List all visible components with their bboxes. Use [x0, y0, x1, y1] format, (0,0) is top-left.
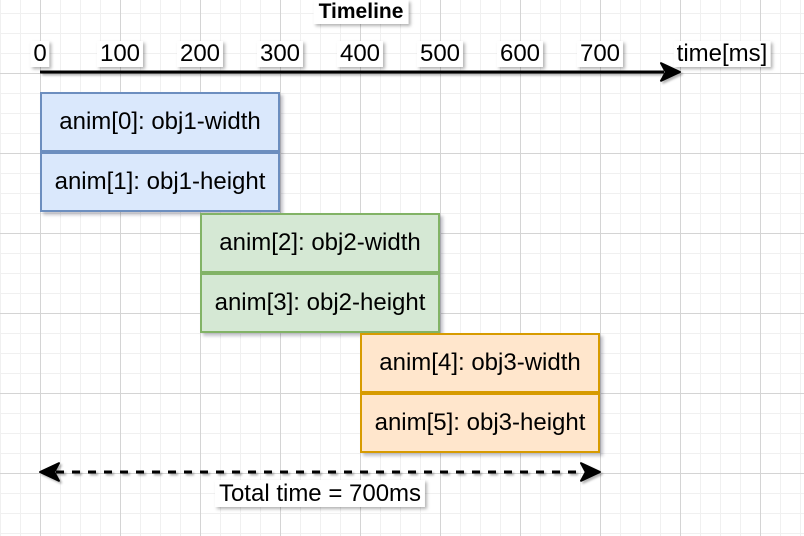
bar-anim-4-label: anim[4]: obj3-width	[379, 349, 581, 376]
bar-anim-2[interactable]: anim[2]: obj2-width	[200, 213, 440, 273]
total-time-left-arrowhead-icon	[39, 462, 60, 482]
bar-anim-0[interactable]: anim[0]: obj1-width	[40, 92, 280, 152]
axis-tick-400: 400	[336, 41, 384, 67]
axis-unit-label: time[ms]	[673, 41, 771, 67]
axis-tick-600: 600	[496, 41, 544, 67]
axis-tick-300: 300	[256, 41, 304, 67]
axis-tick-0: 0	[30, 41, 50, 67]
axis-tick-200: 200	[176, 41, 224, 67]
bar-anim-3-label: anim[3]: obj2-height	[214, 289, 426, 316]
total-time-right-arrowhead-icon	[580, 462, 601, 482]
axis-tick-700: 700	[576, 41, 624, 67]
axis-tick-100: 100	[96, 41, 144, 67]
diagram-title: Timeline	[313, 0, 409, 24]
bar-anim-2-label: anim[2]: obj2-width	[219, 229, 421, 256]
bar-anim-5[interactable]: anim[5]: obj3-height	[360, 393, 600, 453]
total-time-label: Total time = 700ms	[214, 480, 426, 507]
total-time-arrow	[39, 462, 601, 482]
bar-anim-1[interactable]: anim[1]: obj1-height	[40, 152, 280, 212]
bar-anim-4[interactable]: anim[4]: obj3-width	[360, 333, 600, 393]
axis-tick-500: 500	[416, 41, 464, 67]
bar-anim-0-label: anim[0]: obj1-width	[59, 108, 261, 135]
bar-anim-5-label: anim[5]: obj3-height	[374, 409, 586, 436]
bar-anim-3[interactable]: anim[3]: obj2-height	[200, 273, 440, 333]
bar-anim-1-label: anim[1]: obj1-height	[54, 168, 266, 195]
